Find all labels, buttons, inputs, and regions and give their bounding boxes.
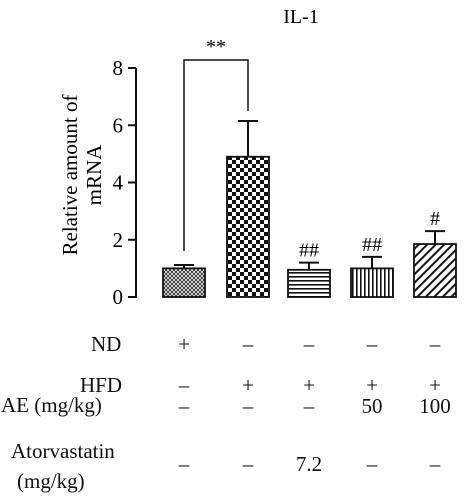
table-cell-r1-c0: – <box>178 373 190 397</box>
table-cell-r0-c3: – <box>366 332 378 356</box>
y-tick-label-1: 2 <box>113 228 124 252</box>
y-tick-label-2: 4 <box>113 171 124 195</box>
row-label-hfd: HFD <box>80 373 123 397</box>
significance-mark-4: # <box>430 208 440 230</box>
table-cell-r1-c3: + <box>366 373 378 397</box>
table-cell-r1-c1: + <box>242 373 254 397</box>
y-axis-label-line-1: Relative amount of <box>58 95 82 256</box>
significance-bracket-label: ** <box>206 36 226 58</box>
table-cell-r3-c2: 7.2 <box>295 452 323 476</box>
bar-0 <box>162 267 206 298</box>
row-label-atorvastatin-line-2: (mg/kg) <box>17 469 85 493</box>
table-cell-r3-c0: – <box>178 452 190 476</box>
bar-3 <box>350 267 394 298</box>
table-cell-r0-c2: – <box>303 332 315 356</box>
table-cell-r2-c0: – <box>178 394 190 418</box>
y-axis-label-line-2: mRNA <box>82 144 106 206</box>
table-cell-r1-c2: + <box>303 373 315 397</box>
table-cell-r3-c1: – <box>242 452 254 476</box>
y-tick-label-3: 6 <box>113 113 124 137</box>
significance-mark-3: ## <box>362 234 382 256</box>
bar-1 <box>226 155 270 298</box>
table-cell-r0-c4: – <box>429 332 441 356</box>
table-cell-r0-c0: + <box>178 332 190 356</box>
bars: ## ###** <box>162 36 457 298</box>
table-cell-r2-c4: 100 <box>419 394 451 418</box>
y-axis-label: Relative amount of mRNA <box>58 95 106 256</box>
bar-2 <box>287 268 331 298</box>
row-label-nd: ND <box>91 332 122 356</box>
table-cell-r0-c1: – <box>242 332 254 356</box>
table-cell-r2-c2: – <box>303 394 315 418</box>
table-cell-r2-c3: 50 <box>361 394 383 418</box>
significance-mark-2: ## <box>299 240 319 262</box>
significance-bracket <box>183 59 249 251</box>
axes: 0 2 4 6 8 <box>113 56 137 309</box>
row-label-atorvastatin: Atorvastatin (mg/kg) <box>1 436 115 496</box>
y-tick-label-4: 8 <box>113 56 124 80</box>
table-cell-r3-c4: – <box>429 452 441 476</box>
table-cell-r3-c3: – <box>366 452 378 476</box>
bar-4 <box>413 243 457 298</box>
table-cell-r2-c1: – <box>242 394 254 418</box>
y-tick-label-0: 0 <box>113 285 124 309</box>
row-label-atorvastatin-line-1: Atorvastatin <box>11 439 115 463</box>
chart-title: IL-1 <box>283 6 319 28</box>
table-cell-r1-c4: + <box>429 373 441 397</box>
row-label-ae: AE (mg/kg) <box>1 393 102 417</box>
